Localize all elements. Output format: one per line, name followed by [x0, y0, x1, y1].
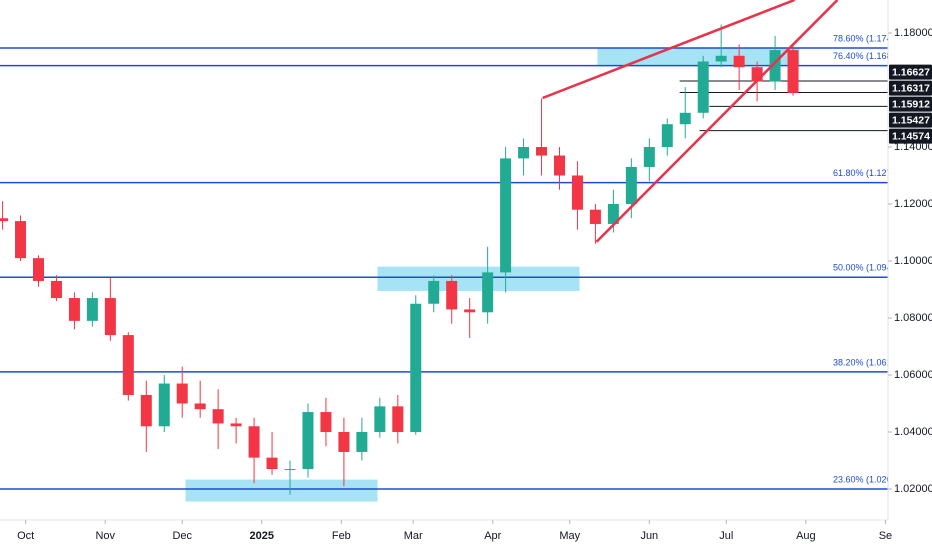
x-tick-label: Apr: [484, 530, 501, 542]
plot-area: 78.60% (1.17475) 76.40% (1.16856) 61.80% (…: [0, 0, 905, 502]
zone: [597, 47, 800, 66]
fib-label: 50.00% (1.09429): [833, 263, 905, 273]
candle-body: [140, 394, 152, 427]
candle-body: [338, 431, 350, 452]
candle-body: [266, 457, 278, 470]
trendline: [595, 0, 839, 243]
candle-body: [86, 298, 98, 321]
candle-body: [158, 383, 170, 427]
candle-body: [446, 280, 458, 310]
price-box-label: 1.16317: [892, 82, 930, 94]
price-box-label: 1.15427: [892, 114, 930, 126]
candle-body: [643, 146, 655, 167]
y-tick-label: 1.10000: [894, 255, 932, 267]
candle-body: [589, 209, 601, 224]
candle-body: [661, 124, 673, 147]
candle-body: [769, 50, 781, 82]
x-tick-label: Mar: [404, 530, 423, 542]
x-tick-label: Jul: [719, 530, 733, 542]
candle-body: [194, 403, 206, 410]
candle-body: [284, 469, 296, 471]
candle-body: [482, 272, 494, 313]
candle-body: [392, 406, 404, 432]
x-tick-label: Oct: [17, 530, 34, 542]
fib-label: 78.60% (1.17475): [833, 33, 905, 43]
price-box-label: 1.16627: [892, 66, 930, 78]
price-box: [889, 96, 932, 112]
candle-body: [679, 112, 691, 125]
zone: [377, 266, 580, 291]
candle-body: [302, 412, 314, 470]
candle-body: [32, 258, 44, 281]
candle-body: [15, 221, 27, 259]
candle-body: [518, 146, 530, 159]
candle-body: [733, 55, 745, 68]
candle-body: [715, 55, 727, 62]
price-box-label: 1.14574: [892, 130, 930, 142]
candle-body: [320, 412, 332, 432]
price-box: [889, 128, 932, 144]
x-tick-label: Jun: [640, 530, 658, 542]
candle-body: [104, 298, 116, 336]
y-tick-label: 1.18000: [894, 27, 932, 39]
candle-body: [697, 61, 709, 113]
candle-body: [607, 203, 619, 224]
x-tick-label: Aug: [796, 530, 816, 542]
y-tick-label: 1.02000: [894, 483, 932, 495]
candle-body: [571, 175, 583, 210]
fib-label: 38.20% (1.06109): [833, 357, 905, 367]
fib-label: 23.60% (1.02001): [833, 474, 905, 484]
fib-label: 76.40% (1.16856): [833, 51, 905, 61]
candle-body: [428, 280, 440, 304]
zone: [185, 479, 378, 502]
candle-body: [751, 67, 763, 82]
x-tick-label: Feb: [332, 530, 351, 542]
price-box: [889, 80, 932, 96]
x-tick-label: Nov: [95, 530, 115, 542]
candle-body: [248, 426, 260, 458]
y-tick-label: 1.12000: [894, 198, 932, 210]
candle-body: [625, 166, 637, 204]
price-box: [889, 112, 932, 128]
candle-body: [176, 383, 188, 404]
candle-body: [122, 335, 134, 395]
candle-body: [356, 431, 368, 452]
y-tick-label: 1.06000: [894, 369, 932, 381]
candle-body: [0, 218, 9, 222]
candle-body: [536, 146, 548, 156]
y-tick-label: 1.08000: [894, 312, 932, 324]
trendline: [542, 0, 796, 100]
candle-body: [500, 158, 512, 273]
candle-body: [374, 406, 386, 432]
price-box-label: 1.15912: [892, 98, 930, 110]
x-tick-label: 2025: [250, 530, 274, 542]
fib-label: 61.80% (1.12748): [833, 168, 905, 178]
x-tick-label: Se: [879, 530, 892, 542]
candle-body: [68, 298, 80, 321]
price-box: [889, 64, 932, 80]
candle-body: [212, 409, 224, 424]
x-tick-label: May: [559, 530, 580, 542]
axes: 1.18000 1.14000 1.12000 1.10000 1.08000 1.060…: [17, 27, 932, 542]
candle-body: [50, 280, 62, 299]
candle-body: [230, 423, 242, 427]
candle-body: [464, 309, 476, 313]
x-tick-label: Dec: [172, 530, 192, 542]
candle-body: [787, 50, 799, 93]
y-tick-label: 1.04000: [894, 426, 932, 438]
candle-body: [553, 155, 565, 176]
candle-body: [410, 303, 422, 432]
y-tick-label: 1.14000: [894, 141, 932, 153]
